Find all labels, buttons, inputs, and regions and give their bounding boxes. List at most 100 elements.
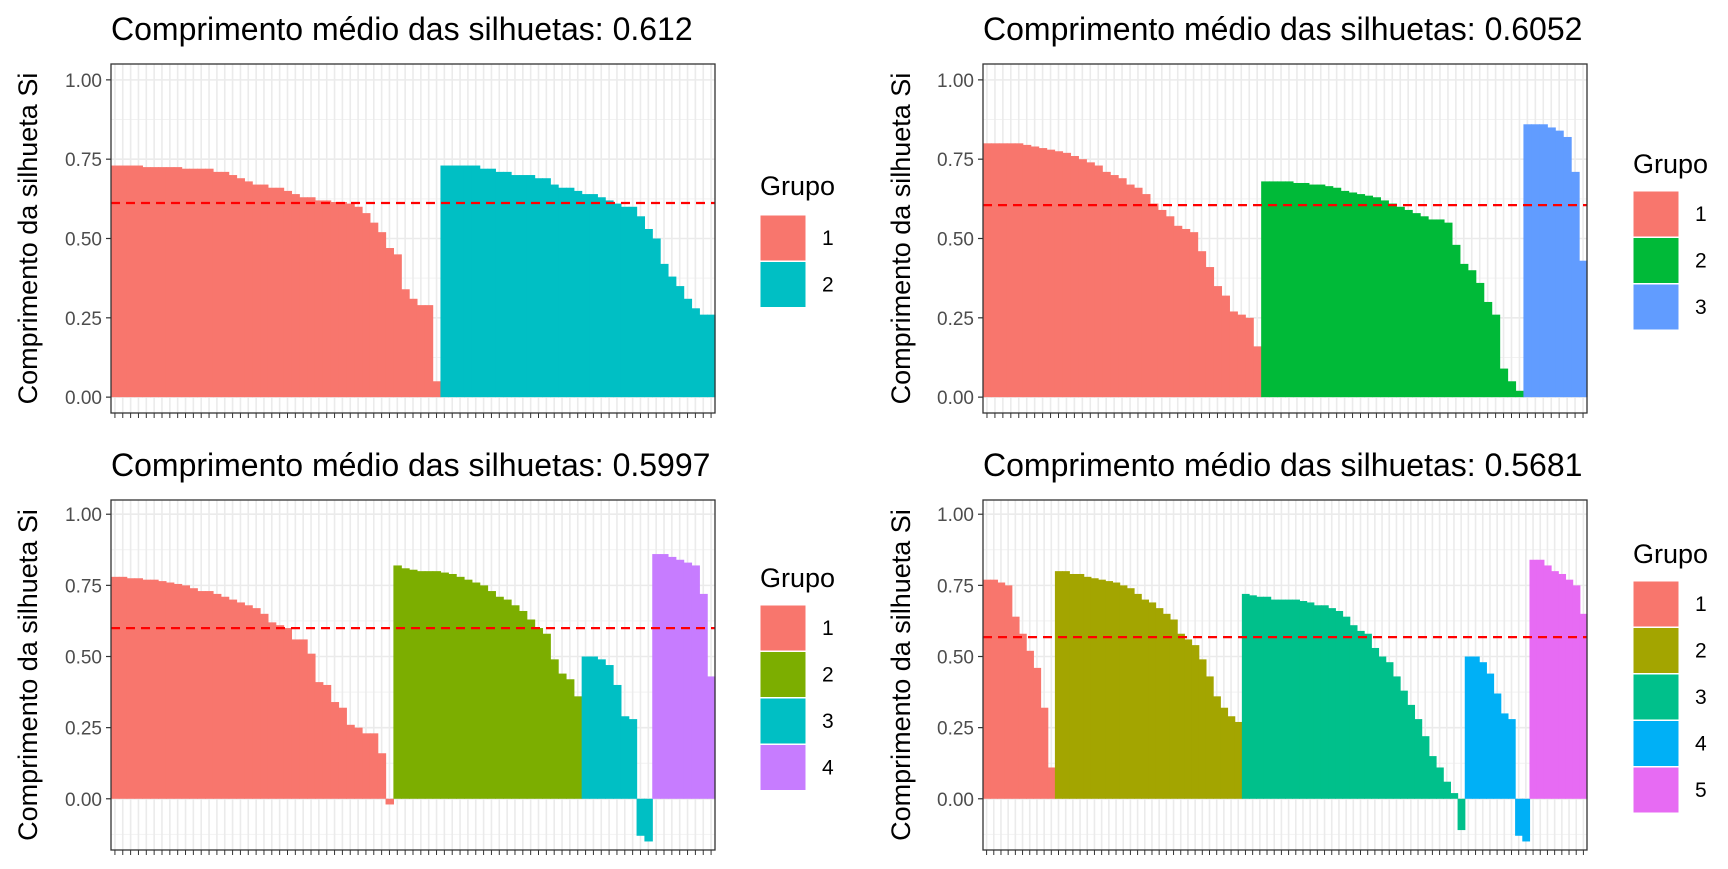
- panel-3: Comprimento médio das silhuetas: 0.5997 C…: [13, 447, 835, 855]
- bar-cluster-1: [354, 206, 363, 398]
- bar-cluster-3: [1241, 593, 1250, 799]
- y-tick-label: 0.00: [65, 388, 102, 409]
- bar-cluster-2: [1515, 390, 1525, 398]
- bar-cluster-2: [628, 206, 638, 398]
- bar-cluster-2: [463, 579, 473, 799]
- bar-cluster-2: [409, 569, 418, 799]
- bar-cluster-1: [1181, 228, 1191, 398]
- bar-cluster-1: [1040, 707, 1049, 799]
- legend-key-3: [1632, 673, 1680, 721]
- bar-cluster-1: [173, 583, 183, 799]
- legend-key-4: [759, 744, 807, 791]
- bar-cluster-3: [1292, 599, 1300, 799]
- bar-cluster-3: [1531, 124, 1540, 398]
- legend-label: 1: [1695, 203, 1707, 226]
- bar-cluster-2: [1054, 571, 1063, 799]
- bar-cluster-1: [189, 168, 198, 398]
- bar-cluster-2: [1436, 219, 1445, 398]
- bar-cluster-3: [589, 656, 598, 799]
- bar-cluster-2: [1356, 194, 1366, 398]
- bar-cluster-3: [1320, 605, 1329, 799]
- plot-border: [110, 499, 716, 851]
- bar-cluster-2: [495, 596, 504, 799]
- bar-cluster-2: [1234, 721, 1243, 799]
- y-tick-label: 0.75: [937, 576, 974, 597]
- bar-cluster-1: [401, 289, 410, 398]
- bar-cluster-3: [1392, 676, 1401, 799]
- bar-cluster-1: [205, 591, 214, 799]
- bar-cluster-2: [511, 175, 520, 398]
- bar-cluster-1: [1229, 311, 1238, 398]
- bar-cluster-1: [362, 733, 371, 799]
- bar-cluster-2: [424, 571, 434, 799]
- legend-label: 4: [1695, 733, 1707, 756]
- bar-cluster-3: [636, 798, 646, 836]
- bar-cluster-2: [573, 190, 583, 398]
- bar-cluster-5: [1565, 579, 1574, 799]
- bar-cluster-3: [1400, 690, 1408, 799]
- bar-cluster-1: [283, 190, 293, 398]
- bar-cluster-2: [1076, 573, 1085, 799]
- bar-cluster-3: [1547, 127, 1556, 398]
- y-tick-label: 0.25: [65, 309, 102, 330]
- bar-cluster-1: [228, 599, 238, 799]
- legend-label: 3: [1695, 686, 1707, 709]
- bar-cluster-2: [620, 206, 630, 398]
- bar-cluster-4: [699, 593, 708, 799]
- bar-cluster-5: [1543, 565, 1552, 799]
- bar-cluster-1: [1157, 209, 1167, 398]
- bar-cluster-2: [432, 571, 442, 799]
- bar-cluster-2: [1220, 707, 1229, 799]
- bar-cluster-2: [558, 187, 567, 398]
- bar-cluster-4: [1522, 798, 1531, 842]
- bar-cluster-1: [1134, 187, 1143, 398]
- bar-cluster-2: [589, 194, 598, 398]
- bar-cluster-2: [440, 572, 449, 799]
- bar-cluster-3: [1450, 793, 1459, 799]
- legend-key-1: [1632, 580, 1680, 628]
- bar-cluster-4: [691, 565, 700, 799]
- bar-cluster-2: [1184, 639, 1193, 799]
- bar-cluster-3: [644, 798, 653, 842]
- bar-cluster-1: [1022, 144, 1032, 398]
- bar-cluster-2: [565, 187, 575, 398]
- chart-title: Comprimento médio das silhuetas: 0.5681: [983, 447, 1582, 483]
- bar-cluster-3: [1364, 633, 1372, 799]
- bar-cluster-2: [487, 168, 496, 398]
- bar-cluster-1: [1118, 178, 1127, 398]
- bar-cluster-2: [518, 175, 528, 398]
- bar-cluster-2: [471, 582, 481, 799]
- bar-cluster-1: [307, 653, 316, 799]
- bar-cluster-2: [605, 200, 614, 398]
- bar-cluster-1: [1149, 203, 1159, 398]
- bar-cluster-1: [377, 753, 387, 799]
- bar-cluster-3: [620, 716, 630, 799]
- y-tick-label: 1.00: [937, 71, 974, 92]
- bar-cluster-3: [1256, 596, 1265, 799]
- bar-cluster-1: [1062, 152, 1072, 398]
- bar-cluster-2: [1205, 676, 1214, 799]
- bar-cluster-2: [1364, 195, 1374, 398]
- bar-cluster-4: [652, 554, 661, 799]
- y-axis-label: Comprimento da silhueta Si: [13, 73, 43, 405]
- bar-cluster-5: [1558, 573, 1567, 799]
- y-axis-label: Comprimento da silhueta Si: [886, 509, 916, 841]
- bar-cluster-5: [1529, 559, 1538, 799]
- bar-cluster-4: [1515, 798, 1523, 836]
- bar-cluster-5: [1551, 571, 1559, 799]
- legend-key-2: [759, 261, 807, 308]
- bar-cluster-2: [699, 314, 708, 398]
- legend-label: 4: [822, 757, 834, 780]
- y-tick-label: 0.50: [65, 230, 102, 251]
- bar-cluster-2: [503, 171, 512, 398]
- bar-cluster-1: [322, 200, 332, 398]
- bar-cluster-2: [1420, 216, 1429, 398]
- bar-cluster-1: [291, 639, 300, 799]
- bar-cluster-4: [1471, 656, 1480, 799]
- bar-cluster-2: [1119, 585, 1128, 799]
- bar-cluster-1: [118, 576, 128, 799]
- bar-cluster-2: [1285, 181, 1294, 398]
- bar-cluster-2: [565, 679, 575, 799]
- bar-cluster-3: [1277, 599, 1286, 799]
- bar-cluster-2: [1141, 599, 1149, 799]
